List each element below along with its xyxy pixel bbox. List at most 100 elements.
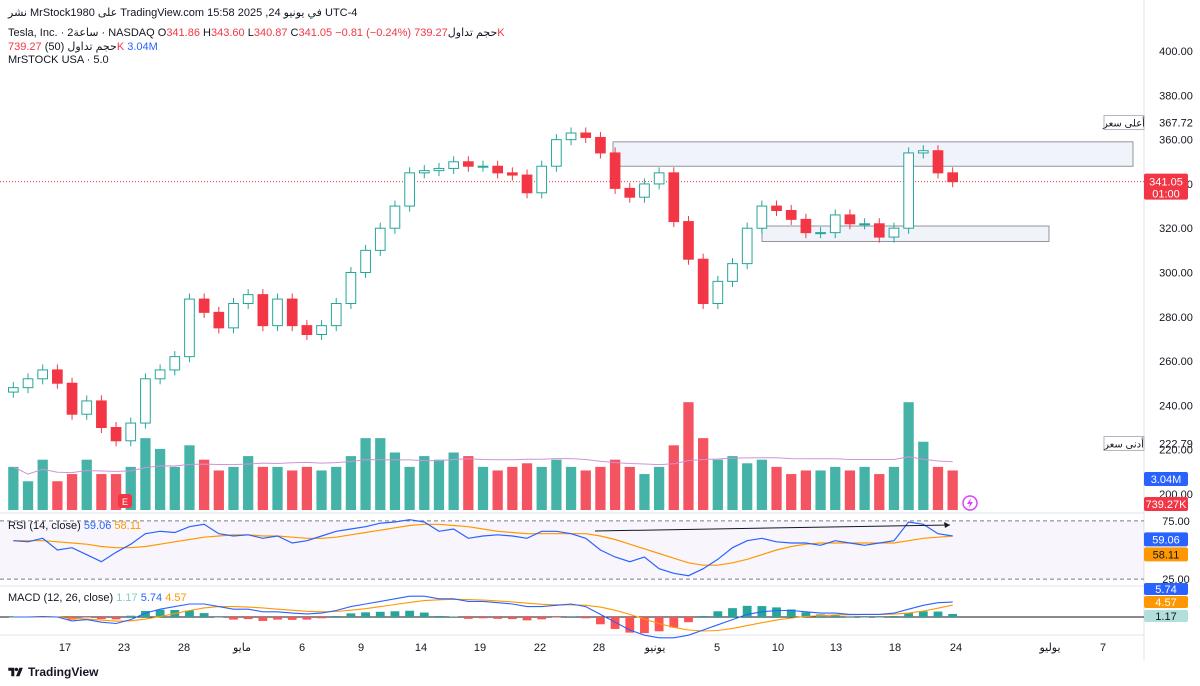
volume-bar	[316, 470, 327, 510]
macd-histogram-bar	[155, 609, 165, 617]
macd-histogram-bar	[229, 617, 238, 620]
candle-body	[125, 422, 137, 442]
volume-ma-line	[13, 456, 953, 475]
time-axis-label: 13	[830, 642, 842, 654]
high-value: 343.60	[210, 27, 245, 39]
macd-histogram-bar	[566, 616, 576, 617]
macd-histogram-bar	[860, 617, 870, 618]
rsi-tick-label: 75.00	[1162, 516, 1190, 528]
macd-histogram-bar	[801, 612, 811, 617]
time-axis-label: يوليو	[1038, 642, 1060, 654]
macd-histogram-bar	[933, 611, 943, 617]
macd-histogram-bar	[258, 617, 268, 621]
macd-histogram-bar	[346, 613, 356, 617]
volume-bar	[815, 470, 826, 510]
volume-bar	[287, 470, 298, 510]
volume-bar	[536, 466, 547, 510]
volume-bar	[683, 402, 694, 510]
volume-bar	[37, 459, 48, 510]
symbol-ohlc-line: Tesla, Inc. · 2ساعة · NASDAQ O341.86 H34…	[8, 26, 505, 39]
macd-line	[13, 595, 953, 639]
low-label-box	[1103, 435, 1145, 451]
candle-body	[492, 165, 504, 174]
candle-body	[903, 152, 914, 229]
macd-histogram-bar	[273, 617, 282, 620]
macd-histogram-bar	[522, 617, 532, 621]
volume-bar	[389, 452, 401, 510]
macd-hist-value: 1.17	[116, 592, 138, 604]
macd-histogram-bar	[742, 605, 752, 617]
candle-body	[37, 369, 49, 380]
candle-body	[697, 258, 709, 305]
candle-body	[213, 311, 225, 329]
time-axis-label: مايو	[232, 642, 251, 654]
macd-histogram-bar	[463, 617, 473, 619]
macd-badge-text: 5.74	[1155, 584, 1176, 596]
macd-histogram-bar	[830, 615, 840, 617]
macd-histogram-bar	[405, 610, 415, 617]
price-tick-label: 380.00	[1159, 90, 1193, 102]
macd-histogram-bar	[331, 615, 341, 617]
candle-body	[316, 325, 327, 335]
volume-bar	[800, 470, 812, 510]
candle-body	[595, 136, 606, 154]
volume-bar	[140, 438, 151, 510]
volume-bar	[345, 456, 357, 510]
vol-ma-label[interactable]: حجم تداول (50)	[44, 41, 117, 53]
macd-histogram-bar	[82, 617, 92, 618]
tradingview-brand[interactable]: TradingView	[8, 665, 98, 679]
candle-body	[462, 161, 474, 167]
candle-body	[169, 356, 181, 371]
volume-bar	[742, 463, 753, 510]
candle-body	[81, 400, 93, 415]
volume-bar	[22, 481, 34, 510]
lightning-bolt-shape	[967, 498, 973, 508]
macd-histogram-bar	[317, 617, 326, 619]
candle-body	[52, 369, 63, 384]
volume-bar	[830, 466, 841, 510]
rsi-title[interactable]: RSI (14, close)	[8, 520, 81, 532]
candle-body	[653, 172, 665, 185]
candle-body	[536, 165, 548, 194]
time-axis-label: يونيو	[644, 642, 666, 654]
macd-histogram-bar	[478, 617, 488, 619]
candle-body	[66, 382, 78, 415]
volume-bar	[360, 438, 371, 510]
candle-body	[7, 387, 19, 393]
macd-histogram-bar	[786, 609, 796, 617]
volume-bar	[653, 466, 665, 510]
macd-histogram-bar	[537, 617, 547, 620]
macd-histogram-bar	[889, 615, 899, 617]
candle-body	[345, 272, 357, 304]
candle-body	[756, 205, 768, 229]
macd-histogram-bar	[507, 617, 517, 620]
rsi-badge-text: 59.06	[1152, 534, 1180, 546]
vol-ma-badge-text: 3.04M	[1151, 474, 1182, 486]
candle-body	[800, 218, 812, 234]
price-tick-label: 360.00	[1159, 135, 1193, 147]
volume-bar	[199, 459, 210, 510]
macd-histogram-bar	[918, 611, 928, 617]
volume-bar	[66, 474, 78, 510]
volume-bar	[565, 466, 577, 510]
volume-bar	[448, 452, 459, 510]
time-axis-label: 10	[772, 642, 784, 654]
candle-body	[565, 132, 577, 141]
author-line[interactable]: MrSTOCK USA · 5.0	[8, 54, 109, 66]
rsi-line	[13, 519, 953, 577]
macd-histogram-bar	[640, 617, 649, 634]
high-label-text: أعلى سعر	[1102, 117, 1145, 130]
rsi-band	[0, 520, 1144, 580]
volume-bar	[786, 474, 797, 510]
macd-title[interactable]: MACD (12, 26, close)	[8, 592, 114, 604]
candle-body	[917, 150, 929, 154]
macd-histogram-bar	[669, 617, 679, 628]
macd-value-badge	[1144, 583, 1188, 595]
candle-body	[286, 298, 298, 327]
volume-value: 739.27K	[414, 27, 505, 39]
symbol-name[interactable]: Tesla, Inc. · 2ساعة · NASDAQ	[8, 27, 155, 39]
volume-bar	[169, 466, 180, 510]
divergence-arrow-line	[594, 524, 951, 532]
